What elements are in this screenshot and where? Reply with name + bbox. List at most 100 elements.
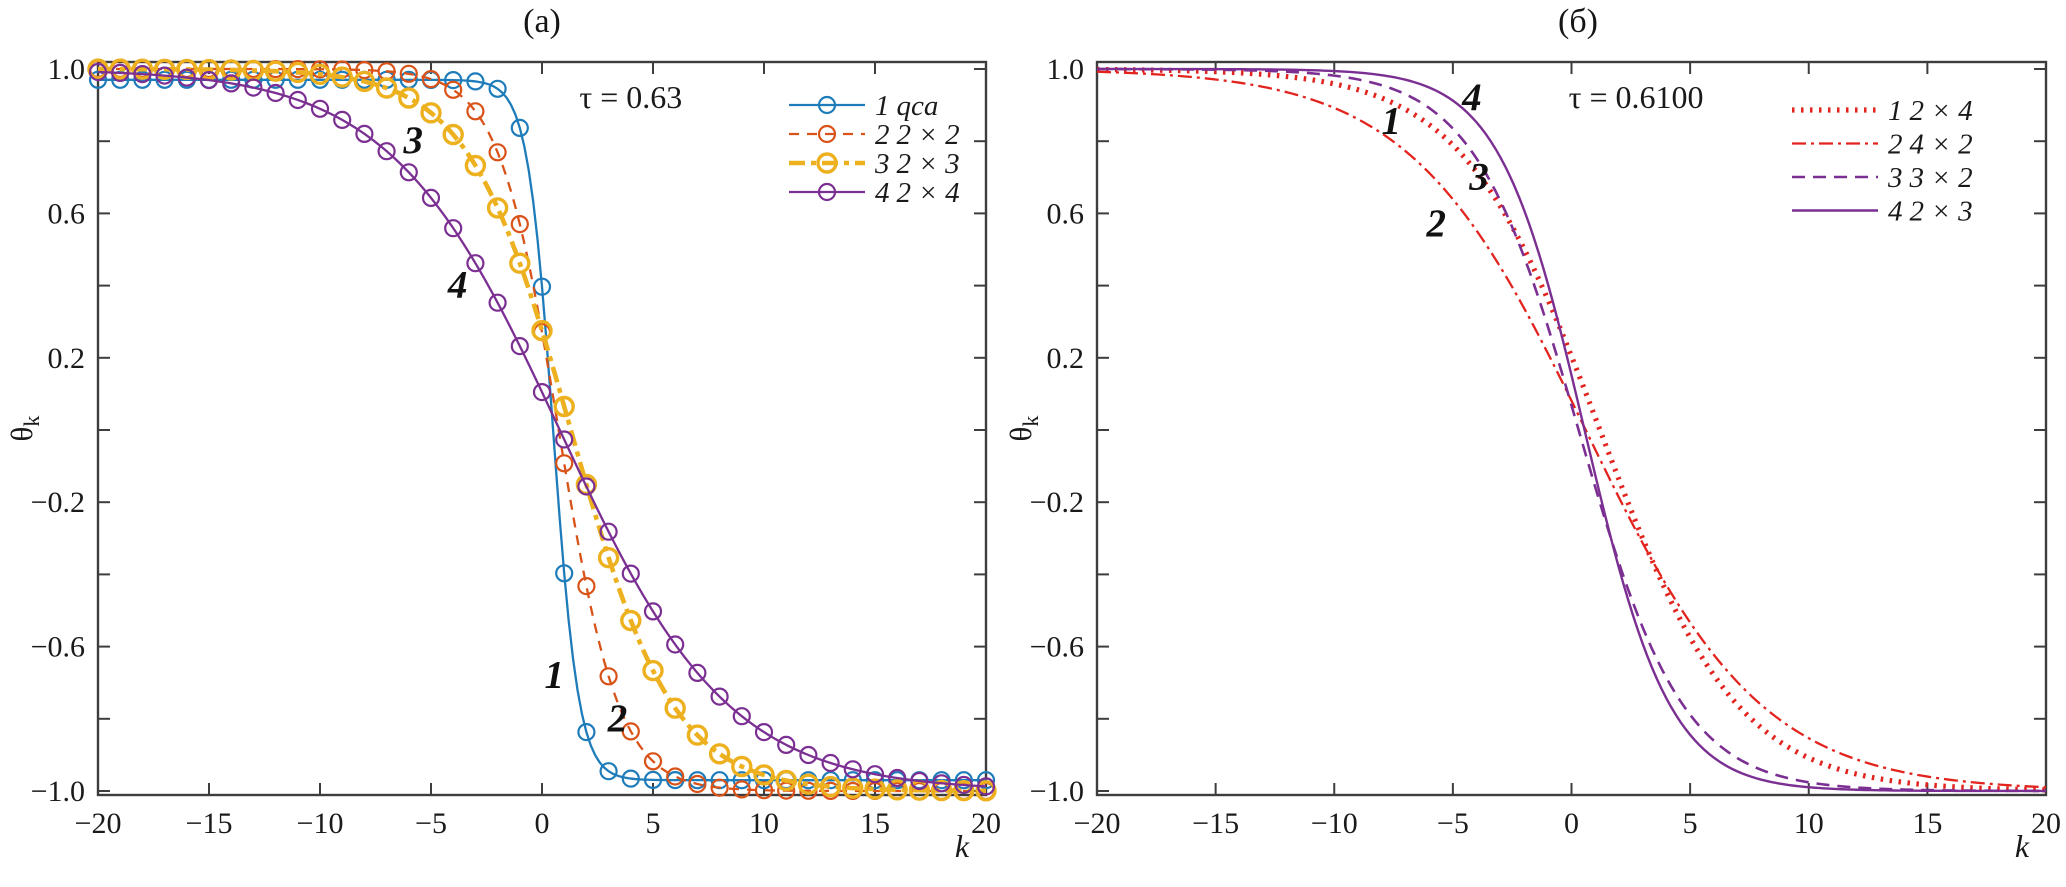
data-marker — [577, 477, 596, 496]
x-tick-label: 20 — [971, 807, 1001, 840]
data-marker — [444, 70, 463, 90]
curve-annotation: 2 — [1426, 202, 1447, 245]
data-marker — [287, 61, 309, 84]
data-marker — [599, 667, 618, 686]
data-marker — [732, 707, 751, 726]
x-tick-label: 15 — [1912, 807, 1942, 840]
x-tick-label: 10 — [749, 807, 779, 840]
data-marker — [532, 383, 552, 402]
data-marker — [421, 188, 441, 207]
data-marker — [886, 779, 908, 801]
data-marker — [932, 774, 951, 793]
data-marker — [244, 78, 263, 97]
data-marker — [488, 293, 507, 312]
x-axis-label: k — [2015, 828, 2030, 864]
data-marker — [842, 777, 864, 799]
data-marker — [775, 769, 797, 792]
data-marker — [930, 779, 953, 802]
data-marker — [399, 64, 418, 83]
data-marker — [375, 77, 398, 99]
data-marker — [864, 778, 886, 800]
series-curve-1 — [98, 78, 986, 782]
data-marker — [155, 66, 174, 85]
data-marker — [88, 70, 108, 89]
data-marker — [509, 252, 531, 274]
x-tick-label: 5 — [1683, 807, 1698, 840]
data-marker — [642, 659, 664, 682]
data-marker — [621, 564, 640, 583]
data-marker — [222, 74, 241, 93]
data-marker — [177, 68, 196, 87]
data-marker — [199, 70, 219, 90]
x-tick-label: 5 — [646, 807, 661, 840]
data-marker — [510, 337, 529, 356]
data-marker — [442, 123, 464, 146]
tau-label: τ = 0.6100 — [1569, 79, 1704, 115]
data-marker — [333, 110, 352, 130]
x-tick-label: −20 — [75, 807, 122, 840]
legend-marker — [817, 95, 837, 115]
series-curve-2 — [98, 67, 986, 793]
data-marker — [399, 163, 418, 182]
data-marker — [599, 762, 618, 781]
data-marker — [666, 635, 685, 654]
data-marker — [309, 63, 331, 86]
data-marker — [754, 722, 774, 742]
data-marker — [664, 697, 686, 719]
data-marker — [377, 142, 396, 161]
data-marker — [355, 124, 374, 143]
data-marker — [686, 724, 709, 746]
y-tick-label: −0.6 — [1030, 631, 1084, 664]
series-markers-4 — [88, 62, 996, 796]
data-marker — [910, 771, 929, 791]
data-marker — [620, 609, 642, 632]
panel-a: −20 −15 −10 −5 0 5 10 15 20 −1.0 −0.6 −0.2 0.2 0.6 1.0… — [4, 53, 1001, 864]
data-marker — [708, 743, 731, 765]
data-marker — [797, 773, 820, 795]
data-marker — [486, 197, 509, 219]
data-marker — [531, 319, 553, 342]
data-marker — [643, 602, 663, 621]
curve-annotation: 2 — [607, 697, 628, 740]
x-tick-label: 0 — [535, 807, 550, 840]
data-marker — [710, 778, 729, 797]
data-marker — [532, 277, 552, 296]
x-tick-label: −15 — [1192, 807, 1239, 840]
data-marker — [355, 60, 374, 80]
series-curve-3 — [98, 66, 987, 794]
data-marker — [198, 58, 220, 81]
data-marker — [109, 58, 131, 80]
y-tick-label: −0.6 — [31, 631, 85, 664]
curve-annotation: 1 — [544, 653, 564, 696]
data-marker — [444, 219, 463, 238]
legend-marker — [817, 182, 837, 202]
y-axis-label: θk — [1003, 416, 1043, 442]
data-marker — [710, 687, 729, 706]
data-marker — [88, 62, 108, 82]
data-marker — [288, 90, 307, 110]
data-marker — [954, 771, 973, 790]
y-tick-label: −1.0 — [31, 775, 85, 808]
data-marker — [398, 87, 420, 109]
x-tick-label: −5 — [1437, 807, 1469, 840]
y-axis-label: θk — [4, 416, 44, 442]
y-tick-label: 0.2 — [1047, 342, 1085, 375]
data-marker — [843, 760, 862, 779]
data-marker — [420, 102, 442, 124]
axis-box — [96, 60, 988, 797]
data-marker — [510, 118, 529, 138]
y-tick-label: −0.2 — [1030, 486, 1084, 519]
data-marker — [865, 771, 885, 790]
